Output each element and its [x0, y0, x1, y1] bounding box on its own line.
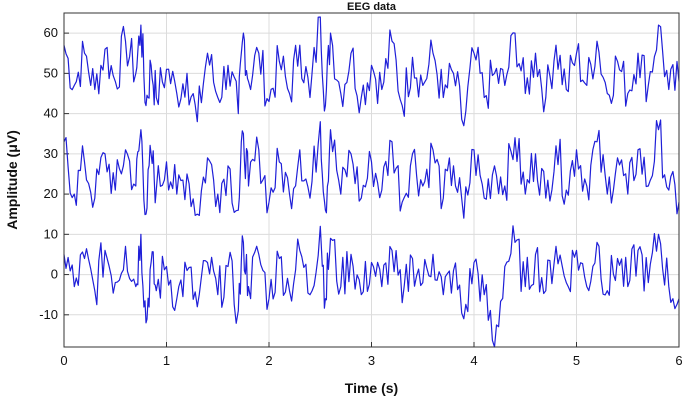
x-tick-label: 0 [60, 353, 67, 368]
eeg-trace-3 [63, 225, 680, 348]
x-tick-label: 3 [368, 353, 375, 368]
eeg-trace-2 [63, 119, 680, 219]
y-tick-label: 20 [44, 186, 58, 201]
eeg-trace-1 [63, 16, 680, 127]
y-tick-labels: -10 0 10 20 30 40 50 60 [39, 25, 58, 322]
grid-lines [63, 13, 680, 347]
chart-title: EEG data [347, 1, 397, 13]
x-tick-labels: 0 1 2 3 4 5 6 [60, 353, 682, 368]
y-axis-label: Amplitude (μV) [4, 130, 20, 230]
y-tick-label: -10 [39, 307, 58, 322]
y-tick-label: 50 [44, 65, 58, 80]
x-axis-label: Time (s) [345, 380, 398, 396]
plot-frame [63, 12, 680, 348]
y-tick-label: 60 [44, 25, 58, 40]
x-tick-label: 2 [265, 353, 272, 368]
x-tick-label: 1 [163, 353, 170, 368]
y-tick-label: 30 [44, 146, 58, 161]
x-tick-label: 5 [573, 353, 580, 368]
y-tick-label: 0 [51, 267, 58, 282]
y-tick-label: 40 [44, 106, 58, 121]
x-tick-label: 4 [470, 353, 477, 368]
x-tick-label: 6 [675, 353, 682, 368]
eeg-traces [63, 16, 680, 348]
y-tick-label: 10 [44, 226, 58, 241]
